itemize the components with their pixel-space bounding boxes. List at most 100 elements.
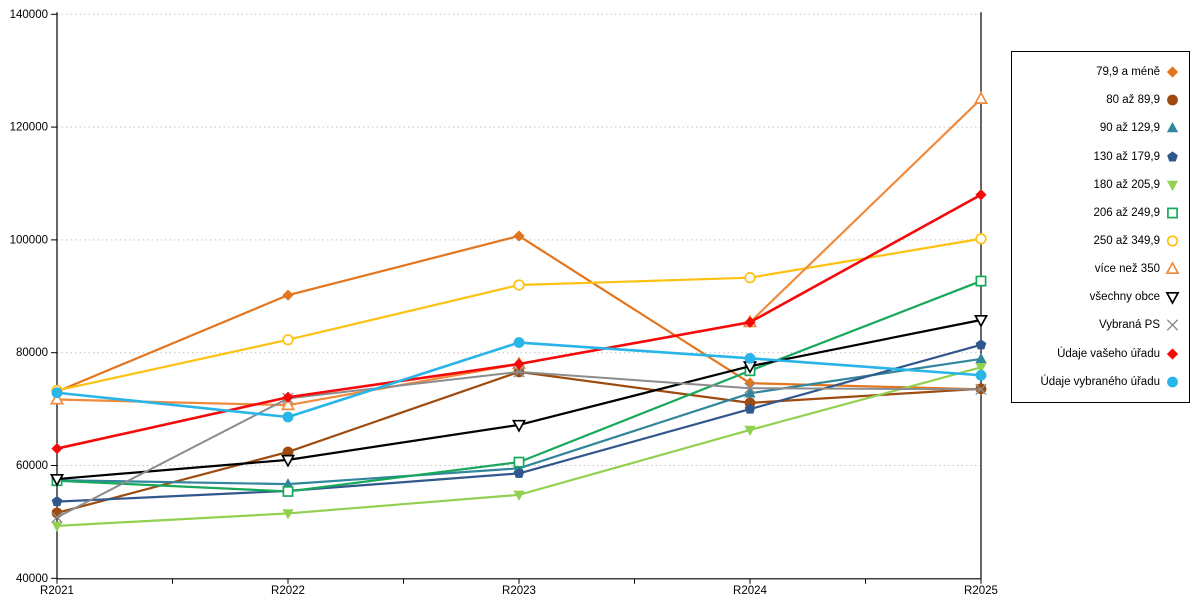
marker-square bbox=[282, 485, 294, 497]
marker-triangle-down bbox=[511, 419, 527, 433]
marker-triangle-up bbox=[975, 352, 987, 364]
x-axis-label: R2024 bbox=[733, 585, 767, 597]
marker-square bbox=[513, 456, 525, 468]
marker-circle bbox=[975, 233, 987, 245]
marker-triangle-down bbox=[49, 473, 65, 487]
legend-label: Vybraná PS bbox=[1099, 319, 1160, 332]
y-tick-label: 120000 bbox=[10, 122, 48, 134]
marker-square bbox=[975, 275, 987, 287]
y-tick-label: 60000 bbox=[16, 460, 48, 472]
marker-circle bbox=[513, 279, 525, 291]
marker-x bbox=[1166, 319, 1179, 332]
x-axis-label: R2021 bbox=[40, 585, 74, 597]
marker-circle bbox=[744, 272, 756, 284]
legend-marker-icon bbox=[1166, 348, 1179, 360]
legend-label: všechny obce bbox=[1089, 291, 1160, 304]
legend-label: 206 až 249,9 bbox=[1093, 206, 1160, 219]
marker-triangle-up bbox=[1166, 122, 1179, 133]
legend-item: 79,9 a méně bbox=[1012, 64, 1189, 80]
legend-marker-icon bbox=[1166, 66, 1179, 78]
marker-diamond bbox=[51, 442, 63, 455]
legend-label: 250 až 349,9 bbox=[1093, 235, 1160, 248]
legend-marker-icon bbox=[1166, 180, 1179, 191]
marker-circle bbox=[744, 352, 756, 364]
marker-pentagon bbox=[513, 467, 525, 478]
legend-item: 180 až 205,9 bbox=[1012, 177, 1189, 193]
marker-diamond bbox=[282, 289, 294, 301]
marker-diamond bbox=[513, 358, 525, 370]
y-tick-label: 40000 bbox=[16, 573, 48, 585]
marker-circle bbox=[975, 369, 987, 381]
marker-circle bbox=[1167, 94, 1178, 106]
legend-label: 80 až 89,9 bbox=[1106, 94, 1160, 107]
marker-triangle-down bbox=[975, 363, 987, 374]
legend-marker-icon bbox=[1167, 94, 1178, 106]
marker-diamond bbox=[282, 391, 294, 403]
marker-x bbox=[51, 511, 63, 524]
y-tick-label: 140000 bbox=[10, 9, 48, 21]
legend-label: 79,9 a méně bbox=[1096, 66, 1160, 79]
marker-pentagon bbox=[975, 339, 987, 350]
y-tick-label: 80000 bbox=[16, 347, 48, 359]
legend-item: 250 až 349,9 bbox=[1012, 233, 1189, 249]
legend-marker-icon bbox=[1166, 122, 1179, 133]
marker-triangle-down bbox=[280, 454, 296, 468]
legend-item: více než 350 bbox=[1012, 261, 1189, 277]
x-axis-label: R2023 bbox=[502, 585, 536, 597]
legend-marker-icon bbox=[1166, 319, 1179, 332]
legend-box: 79,9 a méně 80 až 89,9 90 až 129,9 130 až 1… bbox=[1011, 51, 1190, 403]
marker-diamond bbox=[513, 230, 525, 242]
marker-circle bbox=[1167, 376, 1178, 388]
marker-pentagon bbox=[1167, 150, 1178, 162]
marker-diamond bbox=[1166, 348, 1179, 360]
marker-circle bbox=[51, 387, 63, 399]
marker-pentagon bbox=[744, 403, 756, 414]
series-údaje-vašeho-úřadu bbox=[51, 189, 987, 455]
marker-square bbox=[1167, 207, 1178, 219]
series-180-až-205,9 bbox=[51, 363, 987, 532]
marker-x bbox=[744, 382, 756, 394]
marker-triangle-down bbox=[1166, 180, 1179, 191]
legend-marker-icon bbox=[1166, 235, 1179, 247]
legend-marker-icon bbox=[1165, 261, 1180, 275]
marker-pentagon bbox=[51, 495, 63, 507]
legend-label: Údaje vašeho úřadu bbox=[1057, 347, 1160, 360]
marker-circle bbox=[1166, 235, 1179, 247]
legend-label: 180 až 205,9 bbox=[1093, 178, 1160, 191]
legend-marker-icon bbox=[1167, 150, 1178, 162]
marker-triangle-down bbox=[744, 425, 756, 436]
legend-item: 206 až 249,9 bbox=[1012, 205, 1189, 221]
legend-label: 130 až 179,9 bbox=[1093, 150, 1160, 163]
marker-triangle-down bbox=[51, 521, 63, 532]
marker-triangle-up bbox=[282, 478, 294, 489]
marker-circle bbox=[282, 446, 294, 458]
legend-marker-icon bbox=[1165, 292, 1180, 306]
legend-marker-icon bbox=[1167, 376, 1178, 388]
legend-item: Vybraná PS bbox=[1012, 317, 1189, 333]
marker-triangle-down bbox=[1165, 292, 1180, 306]
marker-triangle-up bbox=[1165, 261, 1180, 275]
legend-item: všechny obce bbox=[1012, 289, 1189, 306]
legend-label: 90 až 129,9 bbox=[1099, 122, 1160, 135]
marker-triangle-up bbox=[973, 91, 989, 104]
legend-item: 90 až 129,9 bbox=[1012, 120, 1189, 136]
marker-triangle-down bbox=[973, 314, 989, 328]
marker-triangle-up bbox=[49, 391, 65, 405]
series-údaje-vybraného-úřadu bbox=[51, 337, 987, 423]
marker-diamond bbox=[1166, 66, 1179, 78]
legend-item: Údaje vybraného úřadu bbox=[1012, 374, 1189, 390]
marker-triangle-up bbox=[280, 397, 296, 411]
legend-item: Údaje vašeho úřadu bbox=[1012, 346, 1189, 362]
x-axis-label: R2025 bbox=[964, 585, 998, 597]
legend-label: Údaje vybraného úřadu bbox=[1040, 375, 1160, 388]
legend-marker-icon bbox=[1167, 207, 1178, 219]
y-tick-label: 100000 bbox=[10, 234, 48, 246]
marker-x bbox=[975, 383, 987, 396]
marker-circle bbox=[282, 334, 294, 346]
marker-triangle-up bbox=[744, 387, 756, 398]
series-vybraná-ps bbox=[51, 366, 987, 524]
marker-diamond bbox=[975, 189, 987, 201]
legend-item: 130 až 179,9 bbox=[1012, 149, 1189, 165]
